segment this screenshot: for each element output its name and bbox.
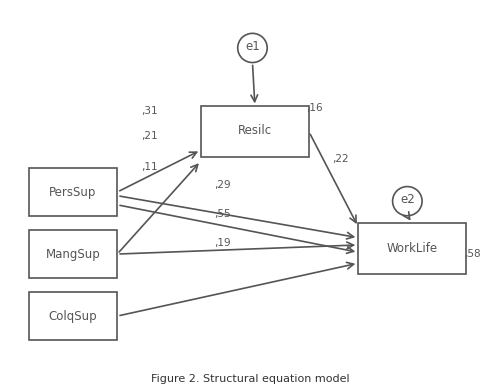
Text: ,31: ,31 (141, 106, 158, 116)
Text: WorkLife: WorkLife (386, 242, 438, 255)
FancyBboxPatch shape (201, 106, 309, 157)
FancyBboxPatch shape (358, 223, 467, 274)
Text: ,58: ,58 (464, 249, 480, 259)
Text: ,16: ,16 (306, 103, 323, 113)
Text: ,29: ,29 (214, 180, 232, 190)
FancyBboxPatch shape (29, 168, 117, 216)
FancyBboxPatch shape (29, 230, 117, 278)
Text: ,11: ,11 (141, 161, 158, 171)
Text: e1: e1 (245, 40, 260, 53)
Text: ColqSup: ColqSup (48, 310, 98, 323)
Text: MangSup: MangSup (46, 248, 100, 261)
Ellipse shape (238, 33, 267, 62)
Text: Figure 2. Structural equation model: Figure 2. Structural equation model (150, 373, 350, 383)
Text: Resilc: Resilc (238, 124, 272, 137)
Text: ,22: ,22 (332, 154, 349, 164)
FancyBboxPatch shape (29, 292, 117, 340)
Text: PersSup: PersSup (50, 186, 96, 199)
Text: ,19: ,19 (214, 238, 232, 248)
Text: ,21: ,21 (141, 131, 158, 141)
Ellipse shape (392, 187, 422, 216)
Text: e2: e2 (400, 193, 414, 206)
Text: ,55: ,55 (214, 209, 232, 219)
